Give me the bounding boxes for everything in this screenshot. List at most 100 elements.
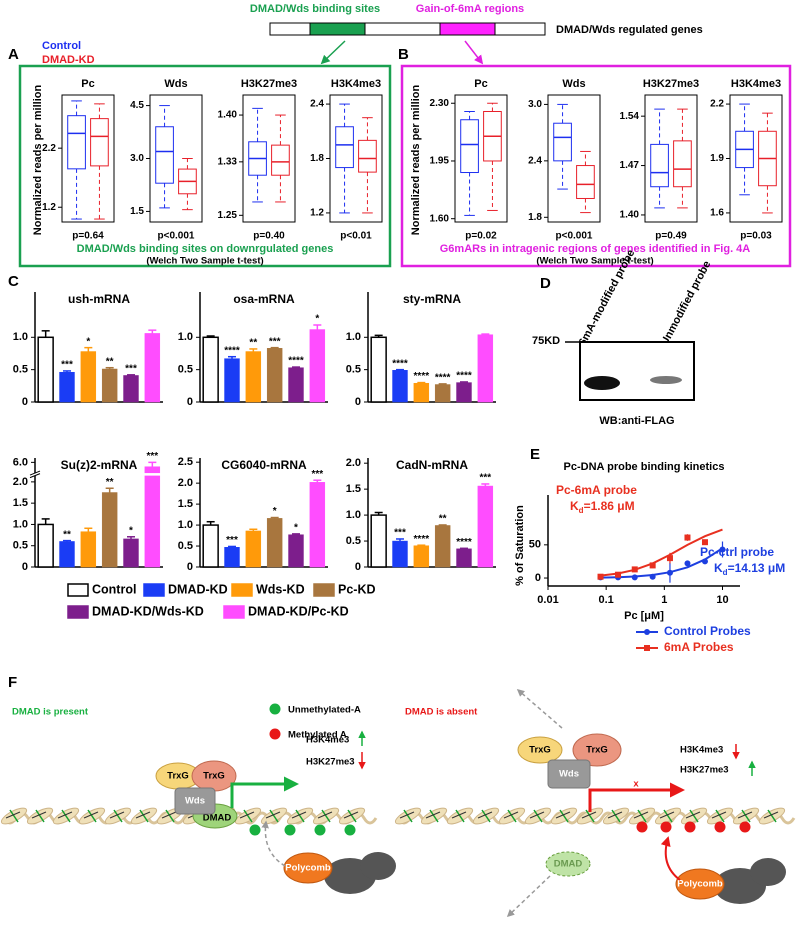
histone-tail	[265, 811, 281, 819]
histone-tail	[269, 809, 279, 823]
wds-label: Wds	[559, 769, 579, 780]
dashed-arrow	[261, 820, 286, 867]
arrow	[464, 40, 484, 65]
y-tick-label: 2.0	[346, 457, 361, 469]
legend-marker	[269, 728, 281, 740]
bar	[477, 485, 494, 568]
wds	[174, 787, 216, 815]
y-tick-label: 4.5	[130, 100, 144, 111]
chart-title: Wds	[562, 78, 585, 90]
recruit-arrow	[660, 836, 681, 881]
bar	[144, 466, 161, 568]
point	[701, 539, 708, 546]
histone-tail	[767, 809, 777, 823]
y-axis-label: Normalized reads per million	[32, 85, 44, 236]
p-value: p=0.40	[253, 231, 285, 242]
histone-tail	[763, 811, 779, 819]
trxg-label: TrxG	[586, 745, 608, 756]
significance: *	[315, 314, 319, 325]
dashed-arrow	[516, 689, 563, 729]
antibody-label: WB:anti-FLAG	[599, 415, 674, 427]
histone-tail	[109, 811, 125, 819]
significance: **	[249, 338, 257, 349]
bar	[477, 334, 494, 403]
legend-entry: DMAD-KD	[42, 54, 95, 66]
caption: DMAD/Wds binding sites on downrgulated g…	[77, 243, 334, 255]
bar	[413, 545, 430, 568]
bar	[266, 518, 283, 568]
y-tick-label: 0.5	[346, 364, 361, 376]
significance: ****	[456, 537, 472, 548]
p-value: p<0.01	[340, 231, 372, 242]
histone-tail	[243, 809, 253, 823]
adenine	[739, 821, 751, 833]
significance: ****	[414, 371, 430, 382]
y-tick-label: 1.95	[430, 156, 450, 167]
bar	[370, 514, 387, 568]
panel-letter: F	[8, 674, 17, 691]
box	[271, 144, 290, 176]
bar	[224, 358, 240, 403]
significance: ***	[125, 363, 137, 374]
y-tick-label: 1.8	[528, 212, 542, 223]
y-tick-label: 0.5	[178, 540, 193, 552]
significance: ****	[392, 358, 408, 369]
box	[90, 118, 109, 167]
kd-annotation: Kd=14.13 μM	[714, 561, 785, 577]
6ma-segment	[439, 22, 496, 36]
significance: ***	[311, 469, 323, 480]
box	[358, 139, 377, 173]
bar	[37, 523, 54, 568]
y-tick-label: 3.0	[130, 153, 144, 164]
chart-title: CadN-mRNA	[396, 458, 468, 472]
chart-title: Pc-DNA probe binding kinetics	[564, 461, 725, 473]
y-tick-label: 2.0	[13, 476, 28, 488]
y-tick-label: 2.5	[178, 456, 193, 468]
point	[615, 571, 622, 578]
y-tick-label: 1.6	[710, 208, 724, 219]
histone-tail	[659, 811, 675, 819]
bar	[288, 367, 304, 403]
significance: ***	[479, 473, 491, 484]
histone-tail	[57, 811, 73, 819]
trxg-label: TrxG	[529, 745, 551, 756]
y-tick-label: 1.9	[710, 153, 724, 164]
significance: ****	[456, 371, 472, 382]
histone-tail	[555, 811, 571, 819]
annotation: Pc-6mA probe	[556, 483, 637, 497]
bar	[224, 547, 240, 568]
chart-title: ush-mRNA	[68, 292, 130, 306]
plot-frame	[644, 94, 698, 223]
y-tick-label: 1.0	[178, 331, 193, 343]
adenine	[684, 821, 696, 833]
plot-frame	[61, 94, 115, 223]
lane-label: Unmodified probe	[659, 259, 714, 348]
point	[684, 560, 691, 567]
y-tick-label: 2.4	[310, 99, 324, 110]
legend-marker	[644, 645, 650, 651]
y-tick-label: 1.5	[130, 206, 144, 217]
bar	[80, 531, 97, 568]
polycomb-body	[360, 852, 396, 880]
panel-letter: E	[530, 446, 540, 463]
arrow	[320, 40, 346, 65]
p-value: p=0.03	[740, 231, 772, 242]
histone-tail	[31, 811, 47, 819]
chart-title: Wds	[164, 78, 187, 90]
polycomb	[675, 868, 725, 900]
y-tick-label: 2.2	[710, 99, 724, 110]
panel-frame	[400, 64, 792, 268]
histone-mark: H3K4me3	[680, 745, 723, 756]
p-value: p=0.49	[655, 231, 687, 242]
y-tick-label: 0	[187, 561, 193, 573]
histone-tail	[83, 811, 99, 819]
y-axis-label: Normalized reads per million	[410, 85, 422, 236]
bar	[434, 525, 451, 568]
y-tick-label: 0	[355, 396, 361, 408]
break-mark	[29, 473, 41, 479]
y-tick-label: 1.60	[430, 213, 450, 224]
significance: *	[273, 506, 277, 517]
kd-symbol: K	[714, 561, 723, 575]
y-tick-label: 1.2	[42, 202, 56, 213]
